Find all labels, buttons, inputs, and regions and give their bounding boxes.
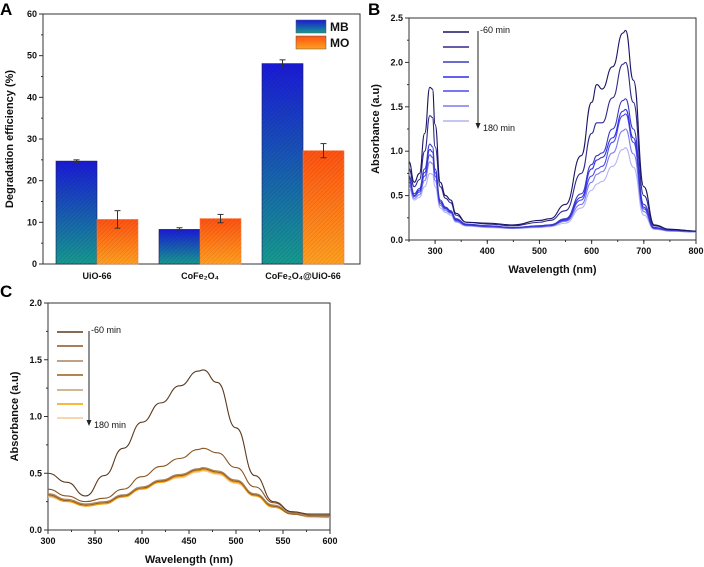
x-tick-label: 600 xyxy=(584,246,599,256)
y-tick-label: 1.0 xyxy=(390,146,403,156)
x-tick-label: 400 xyxy=(480,246,495,256)
spectrum-line xyxy=(48,467,330,517)
x-tick-label: 450 xyxy=(181,536,196,546)
legend-label: MB xyxy=(330,20,349,34)
plot-frame xyxy=(408,17,697,241)
x-tick-label: 600 xyxy=(322,536,337,546)
legend-end-label: 180 min xyxy=(94,420,126,430)
legend-label: MO xyxy=(330,36,349,50)
bar-chart-a: 0 10 20 30 40 50 60 Degradation efficiency (%) U… xyxy=(4,9,361,281)
spectrum-line xyxy=(48,468,330,517)
y-tick-label: 30 xyxy=(27,134,37,144)
line-chart-c: 0.0 0.5 1.0 1.5 2.0 300 350 400 450 500 550 600 Abso… xyxy=(9,298,338,566)
x-axis-title: Wavelength (nm) xyxy=(508,264,597,276)
y-tick-label: 0.5 xyxy=(29,468,42,478)
y-tick-label: 1.0 xyxy=(29,412,42,422)
y-tick-label: 40 xyxy=(27,92,37,102)
y-tick-label: 1.5 xyxy=(390,102,403,112)
y-tick-label: 2.0 xyxy=(29,298,42,308)
spectrum-line xyxy=(409,147,696,233)
legend-start-label: -60 min xyxy=(480,25,510,35)
x-tick-label: 300 xyxy=(428,246,443,256)
spectrum-line xyxy=(409,29,696,232)
spectrum-line xyxy=(48,369,330,515)
y-tick-label: 0.5 xyxy=(390,191,403,201)
legend-swatch-mb xyxy=(295,19,327,34)
bar-hatch xyxy=(262,63,303,265)
spectrum-line xyxy=(409,108,696,232)
arrow-head-icon xyxy=(475,123,481,129)
x-tick-label: UiO-66 xyxy=(82,271,111,281)
y-axis-title: Absorbance (a.u) xyxy=(370,84,382,174)
spectrum-line xyxy=(48,469,330,519)
spectrum-line xyxy=(48,447,330,516)
spectrum-line xyxy=(48,468,330,517)
x-tick-label: 700 xyxy=(636,246,651,256)
x-tick-label: 400 xyxy=(134,536,149,546)
spectrum-line xyxy=(409,113,696,232)
bar-hatch xyxy=(56,161,97,264)
x-tick-label: 500 xyxy=(532,246,547,256)
x-tick-label: 550 xyxy=(275,536,290,546)
legend-start-label: -60 min xyxy=(91,325,121,335)
x-tick-label: 300 xyxy=(40,536,55,546)
spectrum-line xyxy=(409,98,696,232)
y-tick-label: 1.5 xyxy=(29,355,42,365)
panel-label-a: A xyxy=(0,0,12,19)
y-axis-title: Absorbance (a.u) xyxy=(9,371,21,461)
y-tick-label: 2.5 xyxy=(390,13,403,23)
y-tick-label: 60 xyxy=(27,9,37,19)
y-tick-label: 0.0 xyxy=(390,235,403,245)
bar-hatch xyxy=(159,229,200,264)
spectrum-line xyxy=(409,61,696,232)
y-tick-label: 0 xyxy=(32,259,37,269)
y-tick-label: 10 xyxy=(27,217,37,227)
x-tick-label: 500 xyxy=(228,536,243,546)
x-tick-label: 350 xyxy=(87,536,102,546)
line-chart-b: 0.0 0.5 1.0 1.5 2.0 2.5 300 400 500 600 700 800 Abso… xyxy=(370,13,704,276)
y-tick-label: 0.0 xyxy=(29,525,42,535)
y-tick-label: 50 xyxy=(27,51,37,61)
panel-label-b: B xyxy=(368,0,380,19)
bar-hatch xyxy=(200,218,241,264)
arrow-head-icon xyxy=(86,420,92,426)
y-tick-label: 20 xyxy=(27,176,37,186)
x-tick-label: CoFe₂O₄ xyxy=(181,271,219,281)
plot-frame xyxy=(47,302,331,531)
legend-swatch-mo xyxy=(295,35,327,50)
y-axis-title: Degradation efficiency (%) xyxy=(4,70,16,208)
x-tick-label: CoFe₂O₄@UiO-66 xyxy=(265,271,341,281)
panel-label-c: C xyxy=(0,282,12,301)
legend-end-label: 180 min xyxy=(483,123,515,133)
bar-hatch xyxy=(303,150,344,264)
x-tick-label: 800 xyxy=(688,246,703,256)
y-tick-label: 2.0 xyxy=(390,57,403,67)
x-axis-title: Wavelength (nm) xyxy=(145,554,234,566)
